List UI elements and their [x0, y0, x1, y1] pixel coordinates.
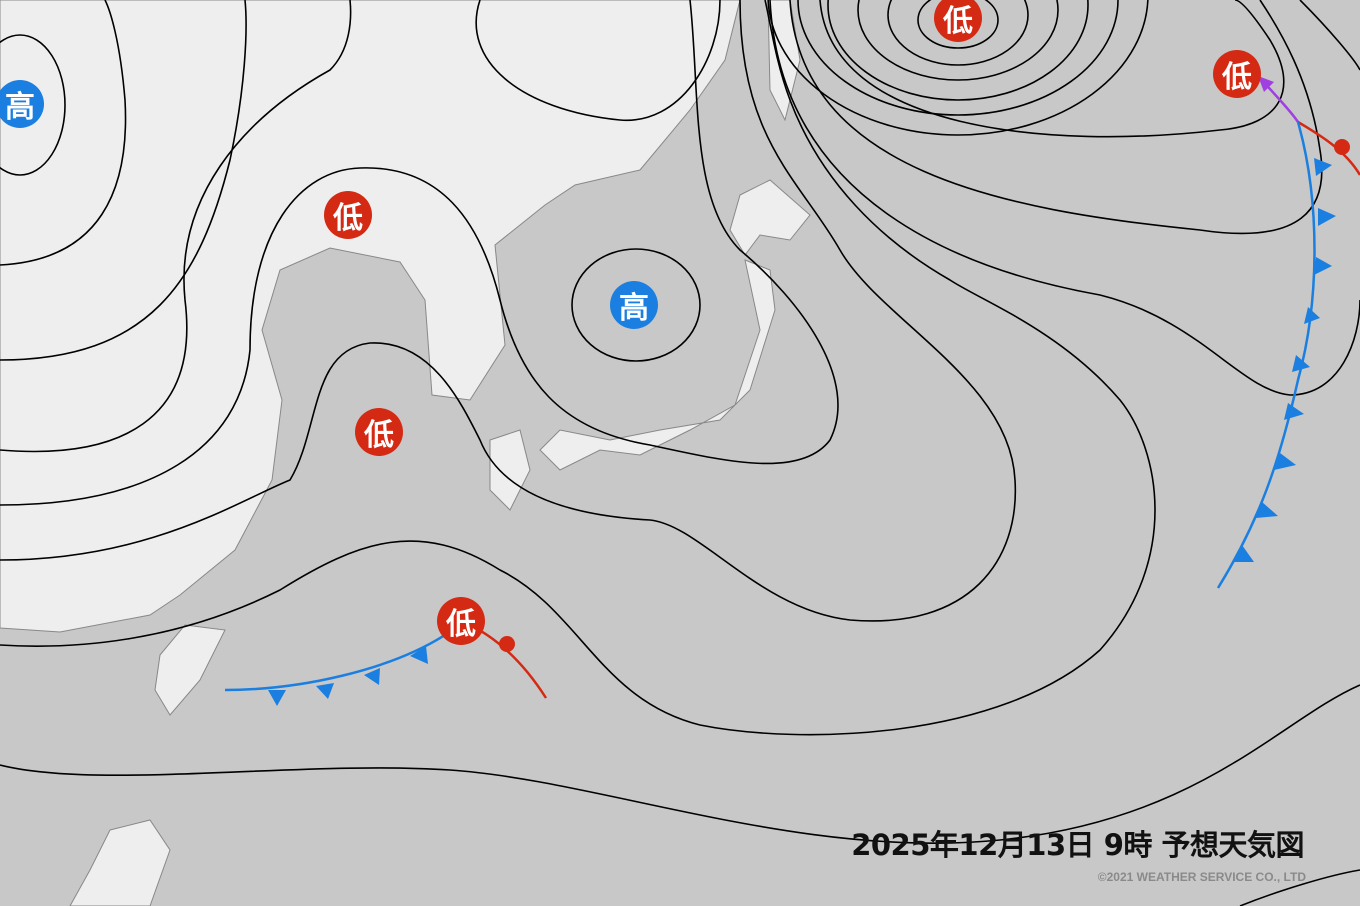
isobar	[827, 0, 1089, 101]
land	[0, 0, 811, 906]
cold-front-triangles	[268, 646, 428, 706]
isobar	[0, 684, 1360, 844]
low-pressure-marker: 低	[1213, 50, 1261, 98]
occluded-front-symbol	[1258, 76, 1274, 92]
low-pressure-marker: 低	[324, 191, 372, 239]
map-title: 2025年12月13日 9時 予想天気図	[851, 828, 1304, 862]
warm-front-semicircle	[1334, 139, 1350, 155]
isobar	[0, 0, 1156, 736]
isobar	[475, 0, 721, 121]
sakhalin	[767, 0, 801, 122]
high-pressure-marker: 高	[610, 281, 658, 329]
isobar	[887, 0, 1029, 66]
isobar	[797, 0, 1119, 116]
isobar	[1299, 0, 1360, 71]
low-pressure-marker: 低	[437, 597, 485, 645]
isobar	[571, 248, 701, 362]
isobar	[0, 0, 127, 266]
isobar	[0, 0, 1017, 622]
cold-front-east	[1216, 121, 1316, 589]
isobar	[819, 0, 1285, 138]
isobar	[769, 0, 1360, 396]
isobar	[1239, 869, 1360, 906]
warm-front-east	[1297, 120, 1360, 176]
continent	[0, 0, 741, 633]
isobar	[917, 0, 999, 49]
kyushu	[489, 429, 531, 511]
isobar	[767, 0, 1149, 136]
high-pressure-marker: 高	[0, 80, 44, 128]
low-pressure-marker: 低	[934, 0, 982, 42]
isobar	[0, 0, 352, 453]
luzon	[69, 819, 171, 906]
warm-front-south	[469, 623, 548, 699]
taiwan	[154, 624, 226, 716]
isobar	[0, 0, 247, 361]
cold-front-triangles	[1234, 158, 1336, 562]
hokkaido	[729, 179, 811, 256]
honshu	[539, 259, 776, 471]
cold-front-south	[224, 633, 446, 692]
low-pressure-marker: 低	[355, 408, 403, 456]
copyright: ©2021 WEATHER SERVICE CO., LTD	[1097, 870, 1306, 884]
isobar	[0, 34, 66, 176]
isobar	[857, 0, 1059, 81]
isobar	[789, 0, 1323, 235]
warm-front-semicircle	[499, 636, 515, 652]
isobar	[0, 0, 839, 506]
